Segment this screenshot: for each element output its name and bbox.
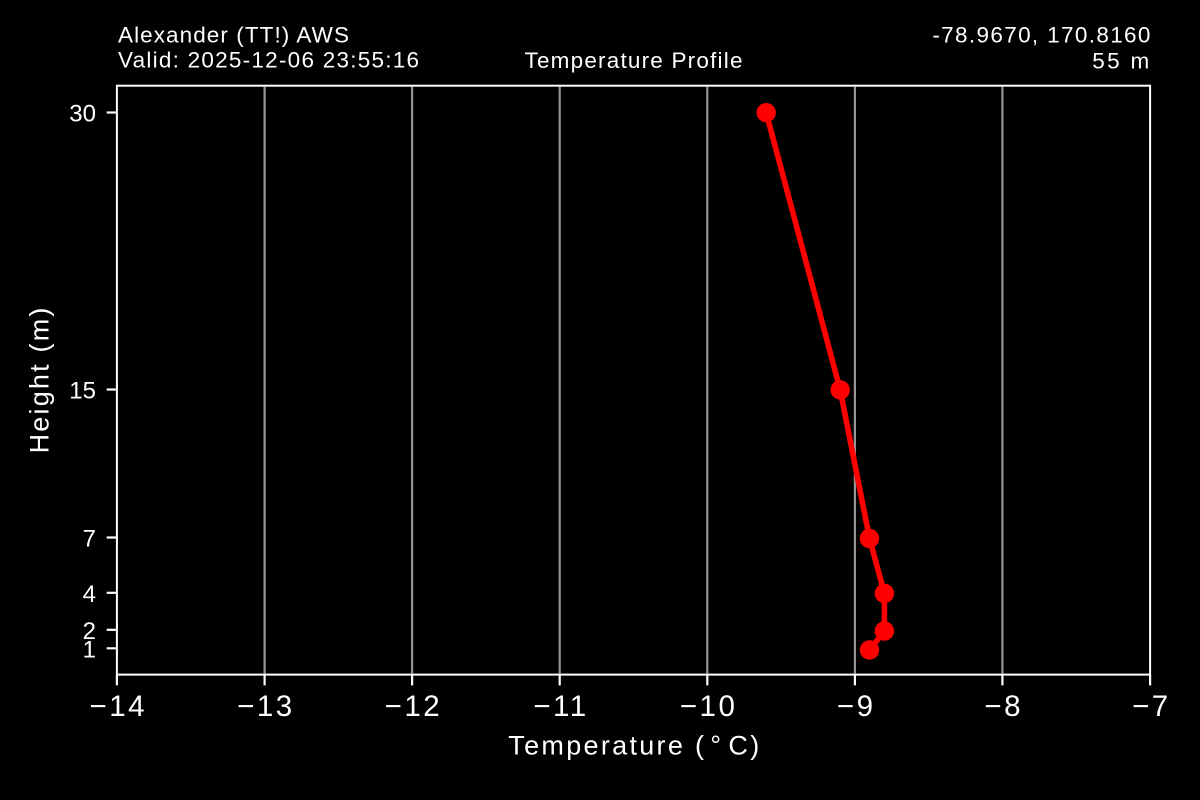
- svg-text:Height (m): Height (m): [25, 305, 55, 453]
- svg-text:55 m: 55 m: [1092, 48, 1151, 73]
- svg-text:−8: −8: [984, 690, 1023, 723]
- svg-text:4: 4: [83, 581, 96, 608]
- svg-text:Temperature Profile: Temperature Profile: [525, 48, 744, 73]
- svg-text:2: 2: [83, 618, 96, 645]
- svg-text:1: 1: [83, 636, 96, 663]
- svg-text:7: 7: [83, 526, 96, 553]
- svg-text:−11: −11: [533, 690, 588, 723]
- svg-text:Temperature (°C): Temperature (° C): [508, 731, 761, 761]
- svg-text:−13: −13: [237, 690, 295, 723]
- svg-text:30: 30: [69, 101, 96, 128]
- svg-text:Alexander (TT!) AWS: Alexander (TT!) AWS: [118, 23, 350, 48]
- svg-text:−10: −10: [680, 690, 738, 723]
- svg-text:15: 15: [69, 378, 96, 405]
- svg-text:−7: −7: [1132, 690, 1171, 723]
- svg-text:-78.9670, 170.8160: -78.9670, 170.8160: [932, 23, 1151, 48]
- svg-text:−9: −9: [837, 690, 876, 723]
- svg-text:−14: −14: [89, 690, 147, 723]
- svg-text:Valid: 2025-12-06 23:55:16: Valid: 2025-12-06 23:55:16: [118, 48, 420, 73]
- svg-text:−12: −12: [385, 690, 443, 723]
